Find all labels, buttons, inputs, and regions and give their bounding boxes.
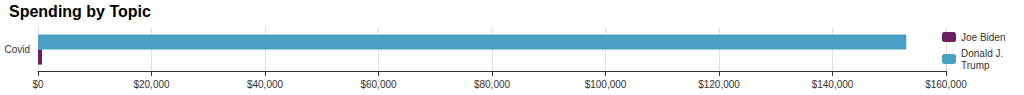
svg-text:Joe Biden: Joe Biden bbox=[961, 32, 1005, 43]
svg-text:$60,000: $60,000 bbox=[360, 79, 397, 90]
svg-text:$80,000: $80,000 bbox=[474, 79, 511, 90]
svg-text:$40,000: $40,000 bbox=[247, 79, 284, 90]
svg-text:Trump: Trump bbox=[961, 60, 990, 71]
svg-text:Covid: Covid bbox=[4, 44, 30, 55]
svg-text:Spending by Topic: Spending by Topic bbox=[9, 3, 151, 20]
svg-text:$20,000: $20,000 bbox=[133, 79, 170, 90]
svg-text:$140,000: $140,000 bbox=[812, 79, 854, 90]
svg-text:$0: $0 bbox=[32, 79, 44, 90]
svg-text:$100,000: $100,000 bbox=[585, 79, 627, 90]
svg-text:Donald J.: Donald J. bbox=[961, 48, 1006, 59]
svg-text:$120,000: $120,000 bbox=[698, 79, 740, 90]
svg-text:$160,000: $160,000 bbox=[925, 79, 967, 90]
